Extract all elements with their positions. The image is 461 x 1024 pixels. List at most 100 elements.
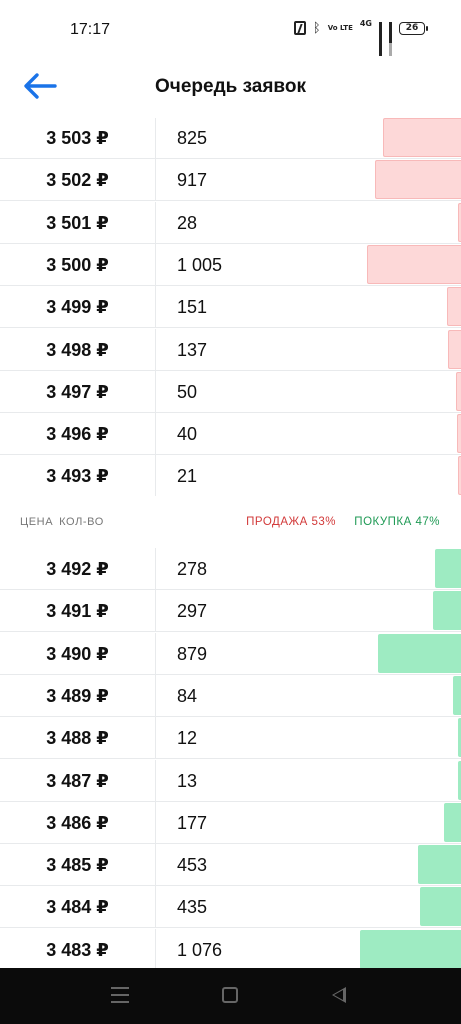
bid-row[interactable]: 3 490 ₽ 879 (0, 632, 461, 675)
price-cell: 3 491 ₽ (46, 601, 109, 622)
price-cell: 3 484 ₽ (46, 897, 109, 918)
order-book[interactable]: 3 503 ₽ 825 3 502 ₽ 917 3 501 ₽ 28 3 500 ₽ 1 00… (0, 118, 461, 968)
bluetooth-icon: ᛒ (312, 20, 321, 36)
back-triangle-icon[interactable] (332, 987, 346, 1003)
quantity-cell: 278 (177, 559, 208, 579)
ask-row[interactable]: 3 499 ₽ 151 (0, 286, 461, 329)
bid-depth-bar (434, 549, 461, 588)
page-title: Очередь заявок (155, 76, 306, 97)
buy-percentage: ПОКУПКА 47% (354, 516, 440, 528)
quantity-cell: 137 (177, 339, 208, 360)
ask-row[interactable]: 3 498 ₽ 137 (0, 328, 461, 371)
home-icon[interactable] (222, 987, 238, 1003)
ask-row[interactable]: 3 493 ₽ 21 (0, 455, 461, 498)
column-divider (155, 844, 156, 887)
quantity-cell: 1 076 (177, 939, 223, 960)
ask-row[interactable]: 3 502 ₽ 917 (0, 159, 461, 202)
bid-depth-bar (444, 802, 461, 842)
ask-depth-bar (366, 244, 461, 284)
app-header: Очередь заявок (0, 62, 461, 120)
quantity-cell: 917 (177, 170, 208, 191)
ask-depth-bar (458, 456, 461, 496)
bid-row[interactable]: 3 489 ₽ 84 (0, 674, 461, 717)
ask-depth-bar (446, 287, 461, 327)
column-headers: ЦЕНА КОЛ-ВО (20, 516, 104, 528)
status-time: 17:17 (70, 21, 111, 38)
bid-depth-bar (420, 887, 461, 927)
column-divider (155, 159, 156, 202)
bid-depth-bar (378, 633, 461, 673)
status-bar: 17:17 ᛒ Vo LTE 4G 26 (0, 0, 461, 62)
bid-row[interactable]: 3 491 ₽ 297 (0, 590, 461, 633)
column-divider (155, 548, 156, 590)
bid-depth-bar (433, 591, 461, 631)
column-divider (155, 370, 156, 413)
price-column-header: ЦЕНА (20, 516, 54, 528)
bid-depth-bar (359, 929, 461, 968)
quantity-cell: 151 (177, 297, 208, 318)
price-cell: 3 496 ₽ (46, 424, 109, 445)
price-cell: 3 503 ₽ (46, 128, 109, 148)
column-divider (155, 455, 156, 498)
bid-row[interactable]: 3 485 ₽ 453 (0, 844, 461, 887)
column-divider (155, 632, 156, 675)
price-cell: 3 501 ₽ (46, 212, 109, 233)
quantity-cell: 28 (177, 212, 198, 233)
price-cell: 3 489 ₽ (46, 685, 109, 706)
column-divider (155, 928, 156, 968)
quantity-cell: 13 (177, 770, 198, 791)
status-icons: ᛒ Vo LTE 4G 26 (293, 18, 428, 56)
network-type-label: 4G (359, 18, 372, 28)
ask-row[interactable]: 3 503 ₽ 825 (0, 118, 461, 159)
column-divider (155, 413, 156, 456)
bid-depth-bar (458, 718, 461, 758)
column-divider (155, 801, 156, 844)
price-cell: 3 500 ₽ (46, 254, 109, 275)
ask-depth-bar (456, 371, 461, 411)
column-divider (155, 590, 156, 633)
menu-icon[interactable] (111, 987, 129, 1003)
bid-row[interactable]: 3 488 ₽ 12 (0, 717, 461, 760)
qty-column-header: КОЛ-ВО (59, 516, 104, 528)
ask-row[interactable]: 3 500 ₽ 1 005 (0, 243, 461, 286)
column-divider (155, 243, 156, 286)
price-cell: 3 483 ₽ (46, 939, 109, 960)
quantity-cell: 825 (177, 128, 208, 148)
back-button[interactable] (22, 70, 62, 102)
ask-depth-bar (458, 202, 461, 242)
price-cell: 3 493 ₽ (46, 466, 109, 487)
quantity-cell: 453 (177, 855, 208, 876)
sell-percentage: ПРОДАЖА 53% (246, 516, 336, 528)
book-summary-row: ЦЕНА КОЛ-ВО ПРОДАЖА 53% ПОКУПКА 47% (0, 496, 461, 548)
column-divider (155, 201, 156, 244)
quantity-cell: 84 (177, 685, 198, 706)
ask-row[interactable]: 3 501 ₽ 28 (0, 201, 461, 244)
bid-depth-bar (418, 845, 461, 885)
price-cell: 3 497 ₽ (46, 381, 109, 402)
price-cell: 3 487 ₽ (46, 770, 109, 791)
quantity-cell: 40 (177, 424, 198, 445)
quantity-cell: 435 (177, 897, 208, 918)
column-divider (155, 286, 156, 329)
price-cell: 3 486 ₽ (46, 812, 109, 833)
quantity-cell: 12 (177, 728, 198, 749)
ask-depth-bar (448, 329, 461, 369)
ask-row[interactable]: 3 496 ₽ 40 (0, 413, 461, 456)
ask-row[interactable]: 3 497 ₽ 50 (0, 370, 461, 413)
quantity-cell: 879 (177, 643, 208, 664)
quantity-cell: 1 005 (177, 254, 223, 275)
battery-icon: 26 (399, 21, 428, 35)
bid-row[interactable]: 3 487 ₽ 13 (0, 759, 461, 802)
ask-depth-bar (374, 160, 461, 200)
column-divider (155, 674, 156, 717)
bid-row[interactable]: 3 484 ₽ 435 (0, 886, 461, 929)
price-cell: 3 485 ₽ (46, 855, 109, 876)
column-divider (155, 328, 156, 371)
arrow-left-icon (24, 73, 57, 99)
bid-row[interactable]: 3 492 ₽ 278 (0, 548, 461, 590)
bid-row[interactable]: 3 486 ₽ 177 (0, 801, 461, 844)
column-divider (155, 759, 156, 802)
ask-depth-bar (383, 118, 461, 157)
quantity-cell: 177 (177, 812, 208, 833)
bid-row[interactable]: 3 483 ₽ 1 076 (0, 928, 461, 968)
